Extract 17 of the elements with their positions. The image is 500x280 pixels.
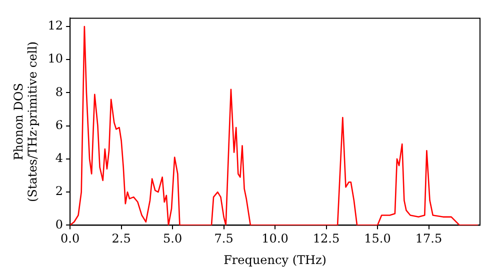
x-tick-label: 10.0: [262, 232, 288, 246]
y-tick-label: 6: [55, 118, 64, 132]
y-tick-label: 8: [55, 84, 64, 99]
x-tick-label: 15.0: [364, 232, 391, 246]
y-tick-label: 4: [55, 151, 64, 166]
y-tick-label: 10: [48, 52, 64, 66]
y-tick-label: 2: [55, 184, 64, 198]
x-tick-label: 17.5: [415, 232, 442, 246]
x-tick-label: 12.5: [312, 232, 340, 246]
x-tick-label: 7.5: [214, 232, 234, 246]
x-axis-title: Frequency (THz): [224, 252, 326, 267]
x-tick-label: 2.5: [112, 232, 131, 246]
y-tick-label: 12: [48, 18, 64, 33]
x-tick-label: 5.0: [163, 232, 182, 246]
y-axis-title: Phonon DOS (States/THz·primitive cell): [11, 41, 40, 202]
x-tick-label: 0.0: [60, 232, 80, 246]
y-tick-label: 0: [55, 217, 64, 232]
